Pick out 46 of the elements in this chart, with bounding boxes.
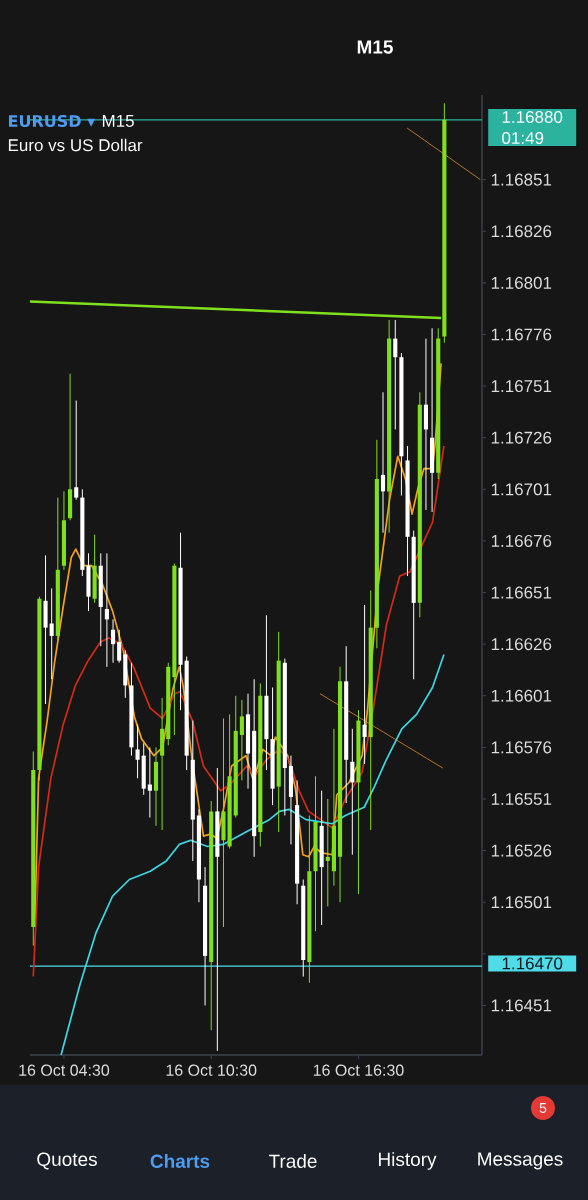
candlestick [362,604,367,765]
candlestick [49,587,54,680]
x-tick-label: 16 Oct 16:30 [313,1064,404,1076]
candlestick [135,724,140,779]
candlestick [147,746,152,819]
candlestick [74,400,79,501]
y-tick-label: 1.16726 [491,431,552,444]
y-tick-label: 1.16576 [491,741,552,754]
y-tick-label: 1.16826 [491,225,552,238]
text: Euro vs US Dollar [8,138,143,152]
candlestick [423,338,429,511]
candlestick [380,391,386,534]
text: History [378,1152,437,1170]
x-tick-label: 16 Oct 04:30 [19,1064,110,1076]
text: Messages [478,1152,563,1170]
y-tick-label: 1.16551 [491,792,552,806]
text: Quotes [37,1152,97,1170]
text: Trade [268,1154,317,1168]
text: M15 [357,40,393,54]
y-tick-label: 1.16626 [491,638,552,651]
y-tick-label: 1.16701 [491,483,552,496]
y-tick-label: 1.16601 [491,689,552,702]
ref-line-label: 1.16880 [502,110,563,124]
text: EURUSD ▾ [9,114,96,128]
x-tick-label: 16 Oct 10:30 [166,1064,257,1076]
y-tick-label: 1.16676 [491,534,552,547]
candlestick [393,319,398,430]
y-tick-label: 1.16851 [491,173,552,186]
text: Charts [150,1154,210,1168]
candlestick [239,699,244,781]
candlestick [110,618,116,664]
annotation: M15 [102,115,134,127]
y-tick-label: 1.16651 [491,586,552,599]
y-tick-label: 1.16526 [491,844,552,857]
candlestick [117,629,122,664]
y-tick-label: 1.16501 [491,896,552,909]
text: 5 [539,1103,547,1113]
candlestick [350,728,355,856]
y-tick-label: 1.16751 [491,380,552,393]
candlestick [104,552,109,668]
text: 01:49 [502,131,544,145]
ref-line-label: 1.16470 [502,957,563,970]
y-tick-label: 1.16801 [491,276,552,289]
candlestick [325,798,330,907]
y-tick-label: 1.16776 [491,328,552,341]
y-tick-label: 1.16451 [491,999,552,1012]
